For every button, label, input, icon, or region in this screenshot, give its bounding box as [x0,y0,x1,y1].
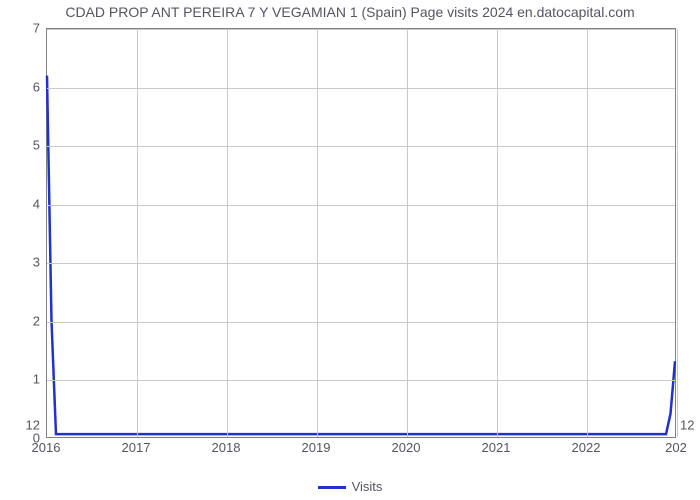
x-tick-label: 2019 [302,440,331,455]
secondary-label-left: 12 [6,418,40,433]
gridline-vertical [227,29,228,437]
y-tick-label: 7 [6,21,40,36]
x-tick-label: 2022 [572,440,601,455]
secondary-label-right: 12 [680,418,694,433]
y-tick-label: 2 [6,313,40,328]
x-tick-label: 202 [665,440,687,455]
gridline-horizontal [47,263,675,264]
legend: Visits [0,479,700,494]
x-tick-label: 2021 [482,440,511,455]
y-tick-label: 6 [6,79,40,94]
x-tick-label: 2020 [392,440,421,455]
y-tick-label: 3 [6,255,40,270]
chart-title: CDAD PROP ANT PEREIRA 7 Y VEGAMIAN 1 (Sp… [0,4,700,20]
y-tick-label: 0 [6,431,40,446]
legend-label-visits: Visits [352,479,383,494]
y-tick-label: 5 [6,138,40,153]
gridline-horizontal [47,88,675,89]
y-tick-label: 4 [6,196,40,211]
legend-swatch-visits [318,486,346,489]
x-tick-label: 2018 [212,440,241,455]
gridline-horizontal [47,322,675,323]
gridline-vertical [137,29,138,437]
gridline-horizontal [47,146,675,147]
series-line-visits [47,29,675,437]
gridline-horizontal [47,29,675,30]
gridline-vertical [407,29,408,437]
chart-container: CDAD PROP ANT PEREIRA 7 Y VEGAMIAN 1 (Sp… [0,0,700,500]
gridline-vertical [317,29,318,437]
gridline-vertical [677,29,678,437]
gridline-vertical [587,29,588,437]
x-tick-label: 2017 [122,440,151,455]
gridline-horizontal [47,205,675,206]
gridline-horizontal [47,380,675,381]
y-tick-label: 1 [6,372,40,387]
plot-area [46,28,676,438]
gridline-vertical [497,29,498,437]
